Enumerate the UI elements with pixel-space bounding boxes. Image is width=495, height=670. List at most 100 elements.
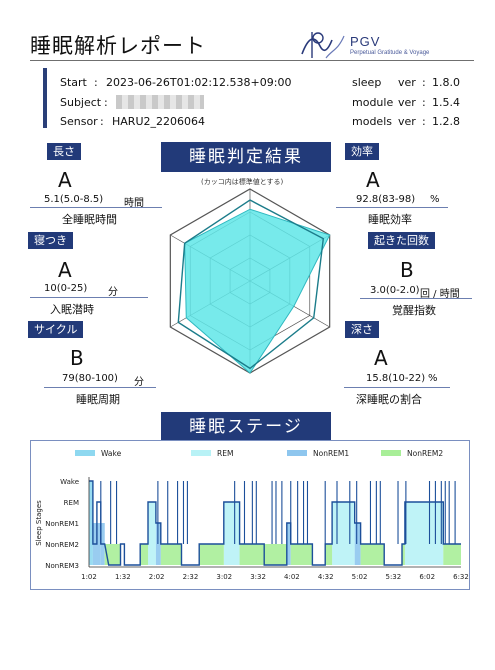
y-axis-title: Sleep Stages <box>35 500 43 546</box>
logo-tagline: Perpetual Gratitude & Voyage <box>350 50 430 56</box>
legend-label-nonrem1: NonREM1 <box>313 449 349 458</box>
value-cycle: 79(80-100) <box>62 373 118 384</box>
x-tick-label: 6:32 <box>453 573 469 581</box>
hypnogram-line <box>89 480 461 566</box>
models-ver-label: models <box>352 115 392 128</box>
x-tick-label: 3:32 <box>250 573 266 581</box>
rule-depth <box>344 387 450 388</box>
x-tick-label: 1:32 <box>115 573 131 581</box>
unit-wakeups: 回 / 時間 <box>420 289 460 300</box>
x-tick-label: 5:02 <box>352 573 368 581</box>
grade-onset: A <box>58 258 72 282</box>
stage-band-nonrem2 <box>401 544 405 565</box>
unit-onset: 分 <box>108 287 118 298</box>
value-onset: 10(0-25) <box>44 283 88 294</box>
grade-depth: A <box>374 346 388 370</box>
sleep-stage-chart-frame: Wake REM NonREM1 NonREM2 Wake REM NonREM1 NonRE… <box>30 440 470 590</box>
stage-band-nonrem2 <box>443 544 461 565</box>
stage-band-rem <box>223 502 240 565</box>
module-ver-key: ver <box>398 96 416 109</box>
start-colon: : <box>94 76 98 89</box>
pgv-logo-icon <box>301 32 345 59</box>
stage-band-rem <box>404 502 444 565</box>
label-efficiency: 睡眠効率 <box>368 213 412 226</box>
unit-length: 時間 <box>124 198 144 209</box>
y-tick-label: NonREM3 <box>45 562 79 570</box>
meta-accent-bar <box>43 68 47 128</box>
stage-band-nonrem1 <box>354 523 361 565</box>
rule-wakeups <box>360 298 472 299</box>
sensor-value: HARU2_2206064 <box>112 115 205 128</box>
rule-length <box>30 207 162 208</box>
radar-chart <box>169 188 331 374</box>
sensor-colon: : <box>100 115 104 128</box>
grade-length: A <box>58 168 72 192</box>
logo-wordmark: PGV <box>350 34 381 49</box>
module-ver-colon: : <box>422 96 426 109</box>
x-tick-label: 3:02 <box>216 573 232 581</box>
badge-efficiency: 効率 <box>345 143 379 160</box>
x-tick-label: 2:02 <box>149 573 165 581</box>
y-tick-label: NonREM1 <box>45 520 79 528</box>
label-onset: 入眠潜時 <box>50 303 94 316</box>
judgment-note: (カッコ内は標準値とする) <box>201 178 284 186</box>
x-tick-label: 2:32 <box>183 573 199 581</box>
x-tick-label: 4:02 <box>284 573 300 581</box>
legend-label-rem: REM <box>217 449 233 458</box>
legend-label-wake: Wake <box>101 449 122 458</box>
module-ver-value: 1.5.4 <box>432 96 460 109</box>
stage-band-nonrem2 <box>199 544 224 565</box>
unit-depth: % <box>428 373 438 384</box>
sleep-ver-key: ver <box>398 76 416 89</box>
sleep-ver-value: 1.8.0 <box>432 76 460 89</box>
value-depth: 15.8(10-22) <box>366 373 426 384</box>
badge-length: 長さ <box>47 143 81 160</box>
x-tick-label: 4:32 <box>318 573 334 581</box>
subject-value-redacted <box>116 95 204 109</box>
label-length: 全睡眠時間 <box>62 213 117 226</box>
stage-band-nonrem2 <box>239 544 287 565</box>
sleep-ver-label: sleep <box>352 76 382 89</box>
x-tick-label: 1:02 <box>81 573 97 581</box>
start-label: Start <box>60 76 87 89</box>
judgment-banner: 睡眠判定結果 <box>161 142 331 172</box>
subject-colon: : <box>104 96 108 109</box>
value-length: 5.1(5.0-8.5) <box>44 194 104 205</box>
x-tick-label: 6:02 <box>419 573 435 581</box>
rule-efficiency <box>336 207 448 208</box>
badge-cycle: サイクル <box>28 321 84 338</box>
value-wakeups: 3.0(0-2.0) <box>370 285 420 296</box>
y-tick-label: REM <box>64 499 79 507</box>
rule-cycle <box>44 387 156 388</box>
unit-cycle: 分 <box>134 377 144 388</box>
start-value: 2023-06-26T01:02:12.538+09:00 <box>106 76 292 89</box>
stage-band-rem <box>148 502 156 565</box>
badge-wakeups: 起きた回数 <box>368 232 435 249</box>
unit-efficiency: % <box>430 194 440 205</box>
subject-label: Subject <box>60 96 102 109</box>
sensor-label: Sensor <box>60 115 98 128</box>
stage-band-nonrem2 <box>104 544 121 565</box>
header-divider <box>30 60 474 61</box>
module-ver-label: module <box>352 96 394 109</box>
label-wakeups: 覚醒指数 <box>392 304 436 317</box>
sleep-stage-chart: Wake REM NonREM1 NonREM2 Wake REM NonREM1 NonRE… <box>35 449 469 581</box>
stage-band-rem <box>332 502 355 565</box>
legend-swatch-wake <box>75 450 95 456</box>
label-cycle: 睡眠周期 <box>76 393 120 406</box>
value-efficiency: 92.8(83-98) <box>356 194 416 205</box>
stage-band-wake <box>89 481 93 565</box>
sleep-ver-colon: : <box>422 76 426 89</box>
grade-cycle: B <box>70 346 84 370</box>
legend-swatch-nonrem2 <box>381 450 401 456</box>
report-title: 睡眠解析レポート <box>30 34 206 58</box>
badge-depth: 深さ <box>345 321 379 338</box>
x-tick-label: 5:32 <box>385 573 401 581</box>
label-depth: 深睡眠の割合 <box>356 393 422 406</box>
y-tick-label: Wake <box>60 478 79 486</box>
stage-band-nonrem2 <box>360 544 385 565</box>
models-ver-value: 1.2.8 <box>432 115 460 128</box>
models-ver-key: ver <box>398 115 416 128</box>
stages-banner: 睡眠ステージ <box>161 412 331 442</box>
stage-band-nonrem2 <box>160 544 182 565</box>
